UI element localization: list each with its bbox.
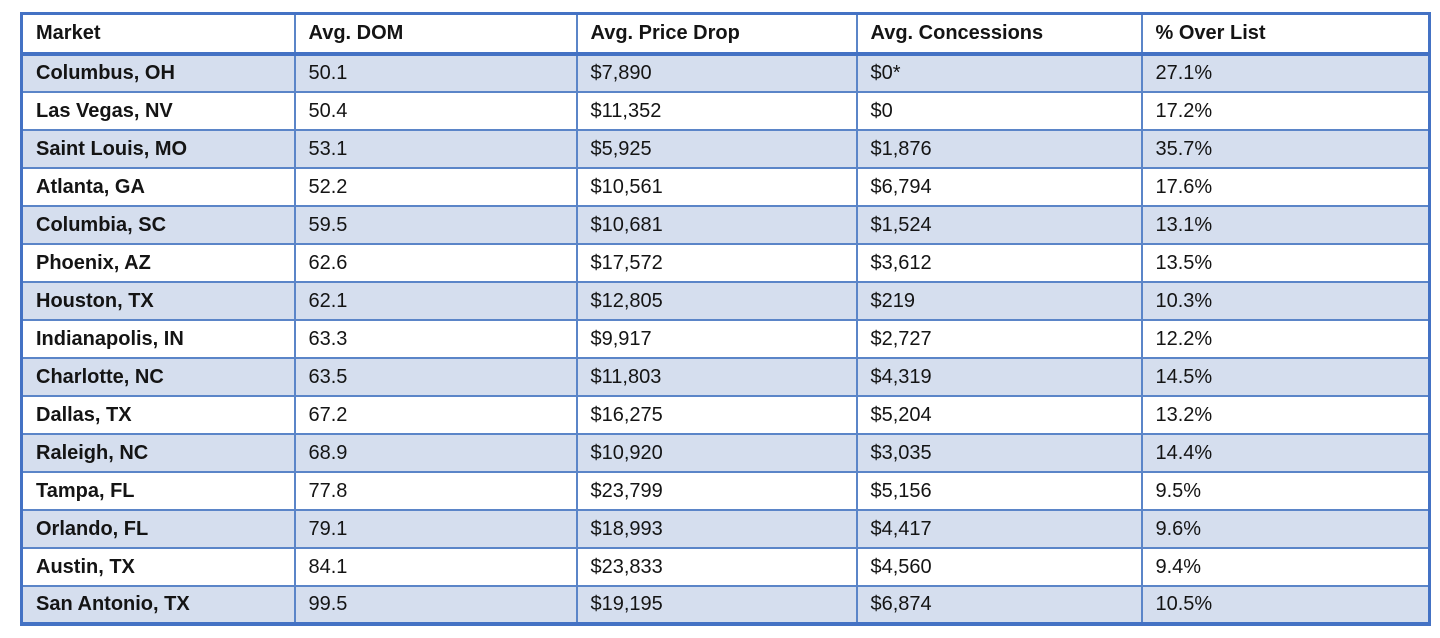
table-row: Las Vegas, NV 50.4 $11,352 $0 17.2% <box>20 90 1431 131</box>
value-cell: 53.1 <box>293 128 578 169</box>
value-cell: 68.9 <box>293 432 578 473</box>
value-cell: $19,195 <box>575 584 858 625</box>
value-cell: $12,805 <box>575 280 858 321</box>
market-cell: Indianapolis, IN <box>20 318 296 359</box>
table-body: Columbus, OH 50.1 $7,890 $0* 27.1% Las Vegas,… <box>20 52 1431 625</box>
value-cell: 17.6% <box>1140 166 1431 207</box>
value-cell: 84.1 <box>293 546 578 587</box>
table-row: Houston, TX 62.1 $12,805 $219 10.3% <box>20 280 1431 321</box>
market-cell: Dallas, TX <box>20 394 296 435</box>
value-cell: $6,794 <box>855 166 1143 207</box>
value-cell: $18,993 <box>575 508 858 549</box>
value-cell: 62.1 <box>293 280 578 321</box>
table-row: Indianapolis, IN 63.3 $9,917 $2,727 12.2% <box>20 318 1431 359</box>
value-cell: $10,920 <box>575 432 858 473</box>
table-row: Dallas, TX 67.2 $16,275 $5,204 13.2% <box>20 394 1431 435</box>
value-cell: $9,917 <box>575 318 858 359</box>
column-header: Avg. DOM <box>293 12 578 56</box>
market-cell: Houston, TX <box>20 280 296 321</box>
market-cell: Phoenix, AZ <box>20 242 296 283</box>
value-cell: 10.5% <box>1140 584 1431 625</box>
value-cell: 12.2% <box>1140 318 1431 359</box>
value-cell: $17,572 <box>575 242 858 283</box>
value-cell: 63.5 <box>293 356 578 397</box>
table-row: Saint Louis, MO 53.1 $5,925 $1,876 35.7% <box>20 128 1431 169</box>
value-cell: $5,204 <box>855 394 1143 435</box>
market-cell: Las Vegas, NV <box>20 90 296 131</box>
value-cell: 35.7% <box>1140 128 1431 169</box>
market-stats-table: Market Avg. DOM Avg. Price Drop Avg. Conces… <box>20 12 1431 626</box>
value-cell: $5,156 <box>855 470 1143 511</box>
value-cell: 79.1 <box>293 508 578 549</box>
table-row: Atlanta, GA 52.2 $10,561 $6,794 17.6% <box>20 166 1431 207</box>
table-row: San Antonio, TX 99.5 $19,195 $6,874 10.5% <box>20 584 1431 625</box>
value-cell: 62.6 <box>293 242 578 283</box>
market-cell: Saint Louis, MO <box>20 128 296 169</box>
value-cell: $4,417 <box>855 508 1143 549</box>
value-cell: 63.3 <box>293 318 578 359</box>
value-cell: 9.4% <box>1140 546 1431 587</box>
value-cell: $1,876 <box>855 128 1143 169</box>
value-cell: 13.1% <box>1140 204 1431 245</box>
value-cell: 50.1 <box>293 52 578 93</box>
value-cell: $23,833 <box>575 546 858 587</box>
value-cell: $11,352 <box>575 90 858 131</box>
market-cell: Columbus, OH <box>20 52 296 93</box>
value-cell: 9.5% <box>1140 470 1431 511</box>
value-cell: 59.5 <box>293 204 578 245</box>
value-cell: $6,874 <box>855 584 1143 625</box>
market-cell: Atlanta, GA <box>20 166 296 207</box>
value-cell: 52.2 <box>293 166 578 207</box>
column-header: % Over List <box>1140 12 1431 56</box>
value-cell: $3,612 <box>855 242 1143 283</box>
column-header: Avg. Concessions <box>855 12 1143 56</box>
value-cell: 14.4% <box>1140 432 1431 473</box>
column-header: Avg. Price Drop <box>575 12 858 56</box>
market-cell: Tampa, FL <box>20 470 296 511</box>
table-row: Columbus, OH 50.1 $7,890 $0* 27.1% <box>20 52 1431 93</box>
value-cell: 13.2% <box>1140 394 1431 435</box>
value-cell: $16,275 <box>575 394 858 435</box>
value-cell: $0 <box>855 90 1143 131</box>
table-row: Charlotte, NC 63.5 $11,803 $4,319 14.5% <box>20 356 1431 397</box>
value-cell: $1,524 <box>855 204 1143 245</box>
value-cell: $10,681 <box>575 204 858 245</box>
table-row: Tampa, FL 77.8 $23,799 $5,156 9.5% <box>20 470 1431 511</box>
value-cell: $5,925 <box>575 128 858 169</box>
value-cell: 77.8 <box>293 470 578 511</box>
value-cell: $219 <box>855 280 1143 321</box>
header-row: Market Avg. DOM Avg. Price Drop Avg. Conces… <box>20 12 1431 56</box>
value-cell: 9.6% <box>1140 508 1431 549</box>
value-cell: 67.2 <box>293 394 578 435</box>
table-row: Austin, TX 84.1 $23,833 $4,560 9.4% <box>20 546 1431 587</box>
value-cell: 50.4 <box>293 90 578 131</box>
market-cell: Charlotte, NC <box>20 356 296 397</box>
value-cell: $4,319 <box>855 356 1143 397</box>
market-cell: Orlando, FL <box>20 508 296 549</box>
table-row: Columbia, SC 59.5 $10,681 $1,524 13.1% <box>20 204 1431 245</box>
value-cell: 14.5% <box>1140 356 1431 397</box>
value-cell: 17.2% <box>1140 90 1431 131</box>
value-cell: $0* <box>855 52 1143 93</box>
market-cell: Columbia, SC <box>20 204 296 245</box>
table-row: Orlando, FL 79.1 $18,993 $4,417 9.6% <box>20 508 1431 549</box>
value-cell: $3,035 <box>855 432 1143 473</box>
value-cell: 27.1% <box>1140 52 1431 93</box>
value-cell: $11,803 <box>575 356 858 397</box>
value-cell: $7,890 <box>575 52 858 93</box>
value-cell: $23,799 <box>575 470 858 511</box>
market-cell: Austin, TX <box>20 546 296 587</box>
market-cell: Raleigh, NC <box>20 432 296 473</box>
value-cell: $4,560 <box>855 546 1143 587</box>
value-cell: $2,727 <box>855 318 1143 359</box>
table-row: Raleigh, NC 68.9 $10,920 $3,035 14.4% <box>20 432 1431 473</box>
column-header: Market <box>20 12 296 56</box>
table-row: Phoenix, AZ 62.6 $17,572 $3,612 13.5% <box>20 242 1431 283</box>
value-cell: $10,561 <box>575 166 858 207</box>
market-cell: San Antonio, TX <box>20 584 296 625</box>
value-cell: 10.3% <box>1140 280 1431 321</box>
market-stats-table-container: Market Avg. DOM Avg. Price Drop Avg. Conces… <box>20 12 1431 626</box>
value-cell: 13.5% <box>1140 242 1431 283</box>
value-cell: 99.5 <box>293 584 578 625</box>
